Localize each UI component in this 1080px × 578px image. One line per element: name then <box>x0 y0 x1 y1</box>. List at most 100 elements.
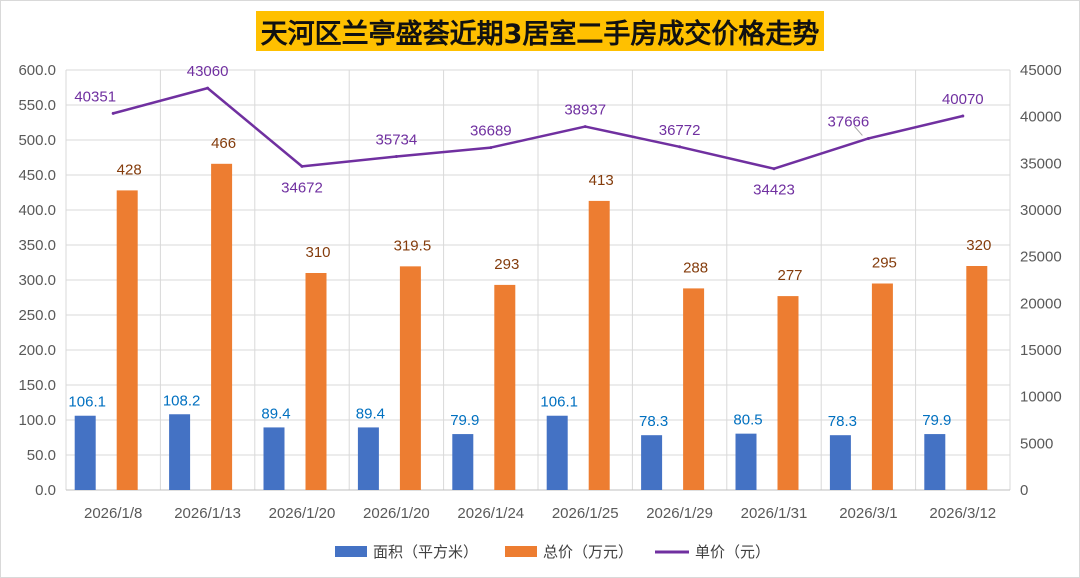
x-tick-label: 2026/1/31 <box>741 505 808 522</box>
bar-area <box>735 433 757 490</box>
unit-price-data-label: 38937 <box>564 102 606 119</box>
bar-area <box>74 415 96 490</box>
bar-area <box>924 434 946 490</box>
x-tick-label: 2026/3/12 <box>929 505 996 522</box>
y-right-tick-label: 35000 <box>1020 155 1062 172</box>
data-labels: 106.1 428 108.2 466 89.4 310 89.4 319.5 79.9 293 1… <box>68 63 991 430</box>
y-left-tick-label: 400.0 <box>18 202 56 219</box>
unit-price-point <box>772 167 776 171</box>
x-tick-label: 2026/1/25 <box>552 505 619 522</box>
legend-swatch-area <box>335 546 367 557</box>
unit-price-data-label: 36689 <box>470 123 512 140</box>
y-left-tick-label: 150.0 <box>18 377 56 394</box>
unit-price-data-label: 35734 <box>376 131 418 148</box>
legend-label-total-price: 总价（万元） <box>543 543 633 561</box>
y-left-tick-label: 500.0 <box>18 132 56 149</box>
unit-price-line <box>111 86 965 171</box>
unit-price-data-label: 37666 <box>828 113 870 130</box>
unit-price-point <box>961 114 965 118</box>
y-left-tick-label: 350.0 <box>18 237 56 254</box>
bar-area <box>169 414 191 490</box>
unit-price-line-path <box>112 86 964 170</box>
unit-price-data-label: 40070 <box>942 91 984 108</box>
x-tick-label: 2026/1/29 <box>646 505 713 522</box>
total-price-data-label: 295 <box>872 255 897 272</box>
area-data-label: 80.5 <box>733 412 762 429</box>
area-data-label: 79.9 <box>922 412 951 429</box>
y-left-tick-label: 450.0 <box>18 167 56 184</box>
legend-swatch-total-price <box>505 546 537 557</box>
y-left-tick-label: 50.0 <box>27 447 56 464</box>
total-price-data-label: 288 <box>683 259 708 276</box>
bar-total-price <box>588 200 610 490</box>
y-left-tick-label: 250.0 <box>18 307 56 324</box>
chart-title-box: 天河区兰亭盛荟近期3居室二手房成交价格走势 <box>256 11 824 51</box>
y-right-tick-label: 20000 <box>1020 295 1062 312</box>
y-right-tick-label: 0 <box>1020 482 1028 499</box>
x-tick-label: 2026/1/20 <box>269 505 336 522</box>
bar-total-price <box>211 163 233 491</box>
unit-price-data-label: 40351 <box>74 88 116 105</box>
area-data-label: 89.4 <box>261 405 290 422</box>
bar-total-price <box>966 266 988 490</box>
x-tick-label: 2026/3/1 <box>839 505 897 522</box>
axes: 0.0 50.0 100.0 150.0 200.0 250.0 300.0 350.0 400… <box>18 62 1061 522</box>
grid-lines <box>65 69 1011 491</box>
unit-price-point <box>678 145 682 149</box>
bar-area <box>546 415 568 490</box>
area-data-label: 78.3 <box>639 413 668 430</box>
y-left-tick-label: 550.0 <box>18 97 56 114</box>
unit-price-point <box>866 136 870 140</box>
unit-price-data-label: 34423 <box>753 182 795 199</box>
bar-total-price <box>683 288 705 490</box>
y-left-tick-label: 100.0 <box>18 412 56 429</box>
bar-area <box>452 434 474 490</box>
total-price-data-label: 466 <box>211 135 236 152</box>
legend: 面积（平方米） 总价（万元） 单价（元） <box>335 543 770 561</box>
unit-price-point <box>583 125 587 129</box>
y-left-tick-label: 300.0 <box>18 272 56 289</box>
legend-label-unit-price: 单价（元） <box>695 543 770 561</box>
unit-price-data-label: 36772 <box>659 122 701 139</box>
bar-area <box>829 435 851 490</box>
y-left-tick-label: 200.0 <box>18 342 56 359</box>
bars <box>74 163 988 491</box>
total-price-data-label: 293 <box>494 256 519 273</box>
bar-total-price <box>494 284 516 490</box>
y-right-tick-label: 15000 <box>1020 342 1062 359</box>
bar-total-price <box>871 283 893 490</box>
unit-price-point <box>206 86 210 90</box>
total-price-data-label: 320 <box>966 237 991 254</box>
total-price-data-label: 310 <box>305 244 330 261</box>
unit-price-data-label: 34672 <box>281 179 323 196</box>
bar-total-price <box>399 266 421 490</box>
chart-title: 天河区兰亭盛荟近期3居室二手房成交价格走势 <box>260 18 820 50</box>
area-data-label: 108.2 <box>163 392 201 409</box>
y-right-tick-label: 40000 <box>1020 109 1062 126</box>
unit-price-data-label: 43060 <box>187 63 229 80</box>
bar-total-price <box>777 296 799 490</box>
y-right-tick-label: 25000 <box>1020 249 1062 266</box>
bar-area <box>641 435 663 490</box>
y-left-tick-label: 600.0 <box>18 62 56 79</box>
y-right-tick-label: 30000 <box>1020 202 1062 219</box>
y-right-tick-label: 10000 <box>1020 389 1062 406</box>
bar-total-price <box>116 190 138 490</box>
y-right-tick-label: 45000 <box>1020 62 1062 79</box>
x-tick-label: 2026/1/24 <box>457 505 524 522</box>
x-tick-label: 2026/1/13 <box>174 505 241 522</box>
label-leader-line <box>854 126 863 136</box>
y-right-tick-label: 5000 <box>1020 435 1053 452</box>
legend-label-area: 面积（平方米） <box>373 543 478 561</box>
area-data-label: 106.1 <box>540 394 578 411</box>
area-data-label: 89.4 <box>356 405 385 422</box>
total-price-data-label: 428 <box>117 161 142 178</box>
unit-price-point <box>394 154 398 158</box>
bar-total-price <box>305 273 327 490</box>
bar-area <box>263 427 285 490</box>
x-tick-label: 2026/1/8 <box>84 505 142 522</box>
y-left-tick-label: 0.0 <box>35 482 56 499</box>
total-price-data-label: 413 <box>589 172 614 189</box>
total-price-data-label: 277 <box>777 267 802 284</box>
